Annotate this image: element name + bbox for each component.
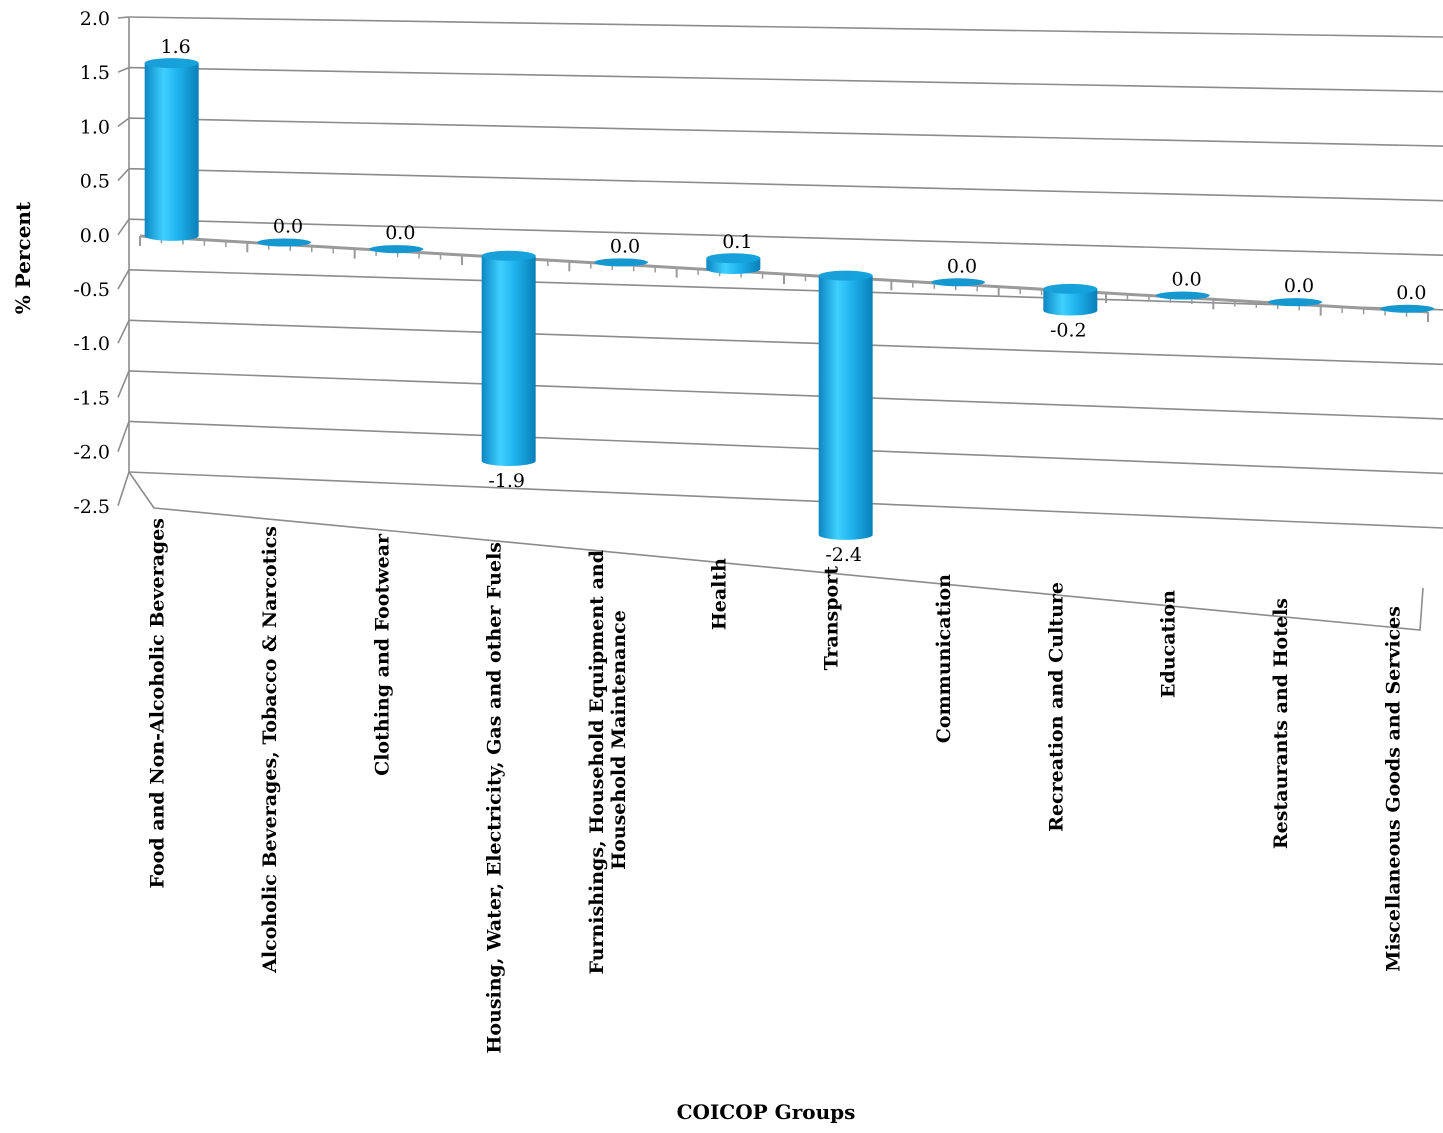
y-tick-mark xyxy=(117,471,130,507)
y-tick-label: 1.5 xyxy=(80,62,110,84)
y-tick-label: -2.5 xyxy=(73,496,110,518)
y-tick-label: 1.0 xyxy=(80,116,110,138)
category-label: Education xyxy=(1158,590,1180,698)
y-tick-mark xyxy=(117,218,130,236)
y-tick-mark xyxy=(117,370,130,398)
gridline xyxy=(128,167,1443,202)
bar xyxy=(706,253,761,275)
data-label: 0.0 xyxy=(947,255,977,277)
y-tick-mark xyxy=(117,16,130,19)
floor-front-edge xyxy=(153,507,1424,631)
bar-body xyxy=(1043,288,1098,316)
bar-cap xyxy=(594,258,648,267)
data-label: 0.0 xyxy=(1284,275,1314,297)
gridline xyxy=(128,420,1443,475)
bars xyxy=(144,58,1435,540)
data-label: 0.1 xyxy=(722,231,752,253)
bar xyxy=(818,270,873,540)
data-label: 0.0 xyxy=(273,215,303,237)
category-labels: Food and Non-Alcoholic Beverages Alcoholi… xyxy=(147,518,1405,1054)
bar xyxy=(369,245,424,254)
y-tick-mark xyxy=(117,168,130,182)
category-label: Clothing and Footwear xyxy=(371,533,393,776)
bar xyxy=(1155,291,1210,300)
bar-body xyxy=(481,255,536,466)
gridline xyxy=(128,218,1443,257)
bar xyxy=(1043,283,1098,316)
x-axis-title: COICOP Groups xyxy=(677,1100,856,1124)
bar xyxy=(144,58,199,241)
data-label: -1.9 xyxy=(488,470,525,492)
y-tick-label: -1.5 xyxy=(73,387,110,409)
gridline xyxy=(128,66,1443,93)
bar xyxy=(257,238,311,247)
bar-cap xyxy=(818,270,873,281)
category-label: Housing, Water, Electricity, Gas and oth… xyxy=(484,542,506,1054)
bar xyxy=(594,258,648,267)
category-label: Transport xyxy=(821,566,843,671)
y-tick-mark xyxy=(117,269,130,290)
bar-cap xyxy=(1043,283,1098,294)
y-tick-mark xyxy=(117,66,130,73)
y-tick-label: 0.0 xyxy=(80,225,110,247)
y-tick-label: 0.5 xyxy=(80,171,110,193)
gridline xyxy=(128,471,1443,529)
y-tick-mark xyxy=(117,319,130,344)
data-label: 0.0 xyxy=(1172,269,1202,291)
category-label: Alcoholic Beverages, Tobacco & Narcotics xyxy=(259,526,281,974)
gridline xyxy=(128,319,1443,366)
data-label: 1.6 xyxy=(161,36,191,58)
y-tick-label: 2.0 xyxy=(80,8,110,30)
data-label: 0.0 xyxy=(610,235,640,257)
bar-cap xyxy=(257,238,311,247)
category-label: Food and Non-Alcoholic Beverages xyxy=(147,518,169,888)
y-tick-mark xyxy=(117,421,130,452)
category-label: Restaurants and Hotels xyxy=(1270,598,1292,849)
gridline xyxy=(128,117,1443,147)
bar-cap xyxy=(706,253,761,264)
chart-walls xyxy=(128,17,1424,631)
gridline xyxy=(128,370,1443,420)
bar-body xyxy=(144,63,199,241)
category-label: Recreation and Culture xyxy=(1045,582,1067,832)
bar-body xyxy=(818,275,873,540)
bar-cap xyxy=(1268,298,1322,307)
y-axis-title: % Percent xyxy=(11,201,35,314)
category-label: Furnishings, Household Equipment andHous… xyxy=(586,550,630,975)
data-label: -2.4 xyxy=(825,544,862,566)
data-label: 0.0 xyxy=(385,222,415,244)
y-axis-ticks: 2.0 1.5 1.0 0.5 0.0 -0.5 -1.0 -1.5 -2.0 -2.5 xyxy=(73,8,130,518)
gridline xyxy=(128,16,1443,38)
gridline xyxy=(128,268,1443,311)
bar xyxy=(931,278,985,287)
bar xyxy=(1380,304,1435,313)
data-label: -0.2 xyxy=(1050,319,1087,341)
y-tick-label: -2.0 xyxy=(73,442,110,464)
category-label: Health xyxy=(708,558,730,630)
bar-cap xyxy=(481,250,536,261)
data-label: 0.0 xyxy=(1396,282,1426,304)
bar xyxy=(481,250,536,466)
y-tick-label: -0.5 xyxy=(73,279,110,301)
y-tick-mark xyxy=(117,117,130,128)
bar-cap xyxy=(144,58,199,69)
y-tick-label: -1.0 xyxy=(73,333,110,355)
bar-cap xyxy=(931,278,985,287)
bar xyxy=(1268,298,1322,307)
bar-cap xyxy=(1155,291,1210,300)
gridlines xyxy=(128,16,1443,529)
category-label: Communication xyxy=(933,574,955,743)
bar-cap xyxy=(1380,304,1435,313)
side-floor-edge xyxy=(128,471,155,509)
data-labels: 1.6 0.0 0.0 -1.9 0.0 0.1 -2.4 0.0 -0.2 0.0 0.0 0.0 xyxy=(161,36,1427,566)
category-label: Miscellaneous Goods and Services xyxy=(1382,606,1404,972)
bar-cap xyxy=(369,245,424,254)
